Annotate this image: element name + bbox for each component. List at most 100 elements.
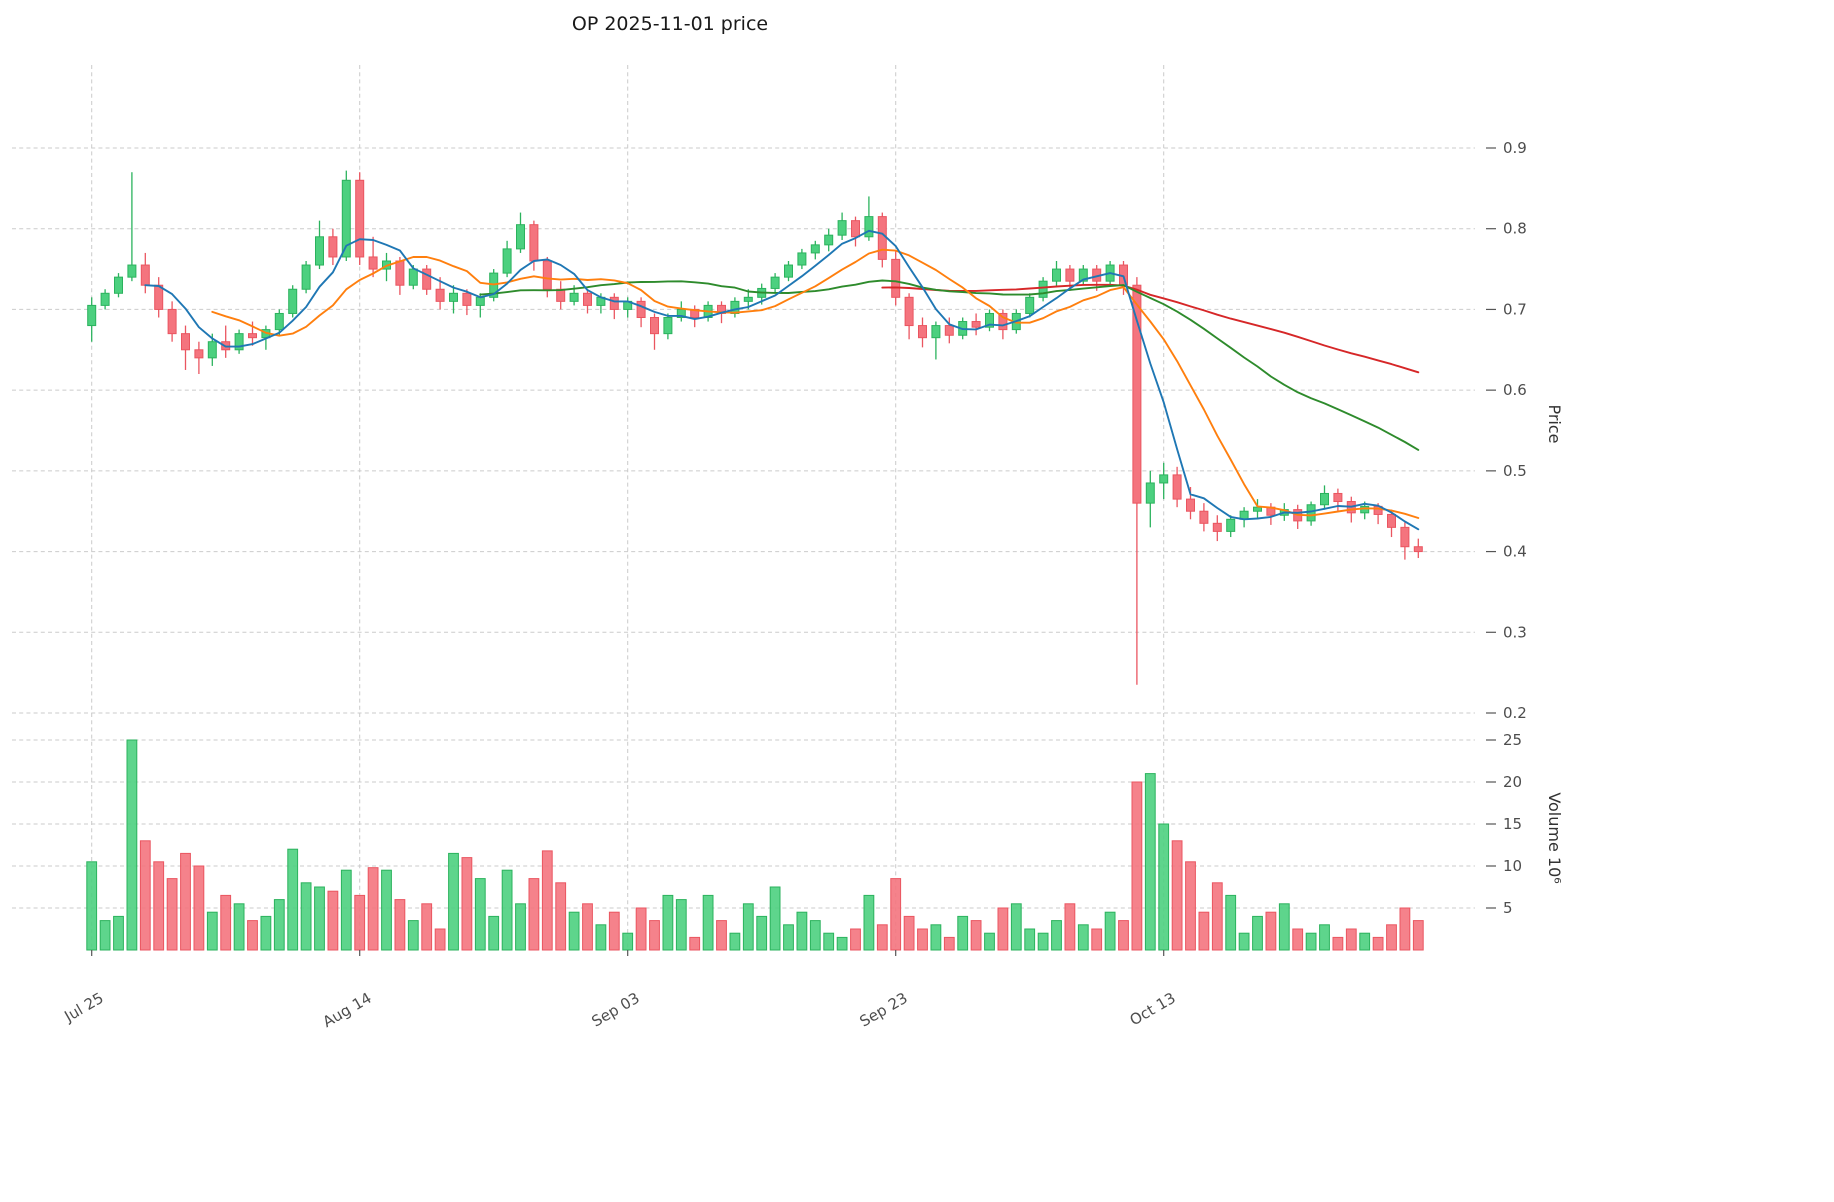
volume-bar xyxy=(796,911,808,951)
candle-body xyxy=(127,264,137,278)
volume-bar xyxy=(260,915,272,951)
volume-bar xyxy=(99,920,111,951)
volume-bar xyxy=(1198,911,1210,951)
volume-bar xyxy=(876,924,888,951)
volume-bar xyxy=(890,878,902,951)
volume-bar xyxy=(1332,936,1344,951)
candle-body xyxy=(341,179,351,258)
volume-bar xyxy=(1345,928,1357,951)
volume-bar xyxy=(1131,781,1143,951)
volume-bar xyxy=(1265,911,1277,951)
candle-body xyxy=(1320,492,1329,506)
volume-bar xyxy=(488,915,500,951)
volume-tick: 20 xyxy=(1503,773,1522,791)
candle-body xyxy=(181,333,190,351)
volume-bar xyxy=(381,869,392,951)
candle-body xyxy=(87,304,97,327)
candle-body xyxy=(234,333,244,351)
volume-bar xyxy=(970,920,982,951)
volume-bar xyxy=(1399,907,1411,951)
volume-bar xyxy=(367,867,379,951)
volume-bar xyxy=(756,915,768,951)
candle-body xyxy=(944,325,954,336)
candle-body xyxy=(985,312,994,328)
volume-bar xyxy=(836,936,848,951)
candle-body xyxy=(904,296,914,327)
volume-bar xyxy=(193,865,205,951)
moving-average-lines xyxy=(144,229,1420,531)
candle-body xyxy=(167,308,177,335)
volume-bar xyxy=(86,861,98,951)
volume-bar xyxy=(917,928,928,951)
volume-bar xyxy=(1292,928,1304,951)
candle-body xyxy=(1226,518,1236,532)
candle-body xyxy=(207,341,217,359)
volume-bar xyxy=(541,850,553,951)
volume-bar xyxy=(662,894,674,951)
candle-body xyxy=(1132,284,1142,504)
candle-body xyxy=(743,296,753,302)
volume-bar xyxy=(1010,903,1022,951)
ma-line-ma10 xyxy=(211,248,1420,519)
candle-body xyxy=(636,300,646,319)
candle-body xyxy=(877,216,887,260)
volume-bar xyxy=(930,924,942,951)
candle-body xyxy=(154,284,164,310)
candle-body xyxy=(971,321,981,328)
candle-body xyxy=(609,296,619,310)
volume-axis-label: Volume 10⁶ xyxy=(1545,792,1564,883)
volume-bar xyxy=(582,903,593,951)
candle-body xyxy=(837,220,847,236)
candle-body xyxy=(1253,506,1262,512)
volume-bars xyxy=(86,739,1424,951)
volume-bar xyxy=(649,920,660,951)
volume-bar xyxy=(568,911,580,951)
volume-bar xyxy=(113,915,124,951)
x-tick: Sep 23 xyxy=(857,989,911,1031)
candle-body xyxy=(1078,268,1088,282)
volume-bar xyxy=(220,894,232,951)
candle-body xyxy=(583,292,592,306)
volume-bar xyxy=(1077,924,1089,951)
volume-bar xyxy=(139,840,151,951)
candle-body xyxy=(1065,268,1075,282)
candle-body xyxy=(140,264,150,286)
candle-body xyxy=(770,276,780,289)
candle-body xyxy=(355,179,365,258)
candle-body xyxy=(918,325,927,339)
price-axis-label: Price xyxy=(1545,404,1564,443)
candle-body xyxy=(810,244,820,254)
candle-body xyxy=(998,312,1008,331)
volume-bar xyxy=(340,869,352,951)
volume-bar xyxy=(233,903,245,951)
volume-bar xyxy=(689,936,701,951)
candles xyxy=(87,170,1423,685)
volume-bar xyxy=(997,907,1009,951)
candle-body xyxy=(114,276,123,294)
volume-bar xyxy=(1118,920,1129,951)
price-tick: 0.5 xyxy=(1503,462,1527,480)
candle-body xyxy=(1038,280,1048,298)
candle-body xyxy=(1025,296,1035,314)
price-tick: 0.2 xyxy=(1503,704,1527,722)
volume-bar xyxy=(448,852,459,951)
volume-bar xyxy=(783,924,794,951)
candle-body xyxy=(301,264,311,290)
candle-body xyxy=(368,256,378,270)
candle-body xyxy=(1400,526,1410,548)
candle-body xyxy=(569,292,579,302)
volume-bar xyxy=(515,903,526,951)
volume-bar xyxy=(1252,915,1263,951)
candle-body xyxy=(435,288,445,302)
volume-bar xyxy=(1359,932,1371,951)
candle-body xyxy=(784,264,793,278)
x-tick: Jul 25 xyxy=(61,989,107,1026)
volume-bar xyxy=(1319,924,1330,951)
volume-bar xyxy=(742,903,754,951)
volume-bar xyxy=(1412,920,1424,951)
candle-body xyxy=(315,236,324,266)
volume-bar xyxy=(474,878,486,951)
volume-bar xyxy=(314,886,325,951)
volume-tick: 15 xyxy=(1503,815,1522,833)
ma-line-ma5 xyxy=(144,229,1420,531)
